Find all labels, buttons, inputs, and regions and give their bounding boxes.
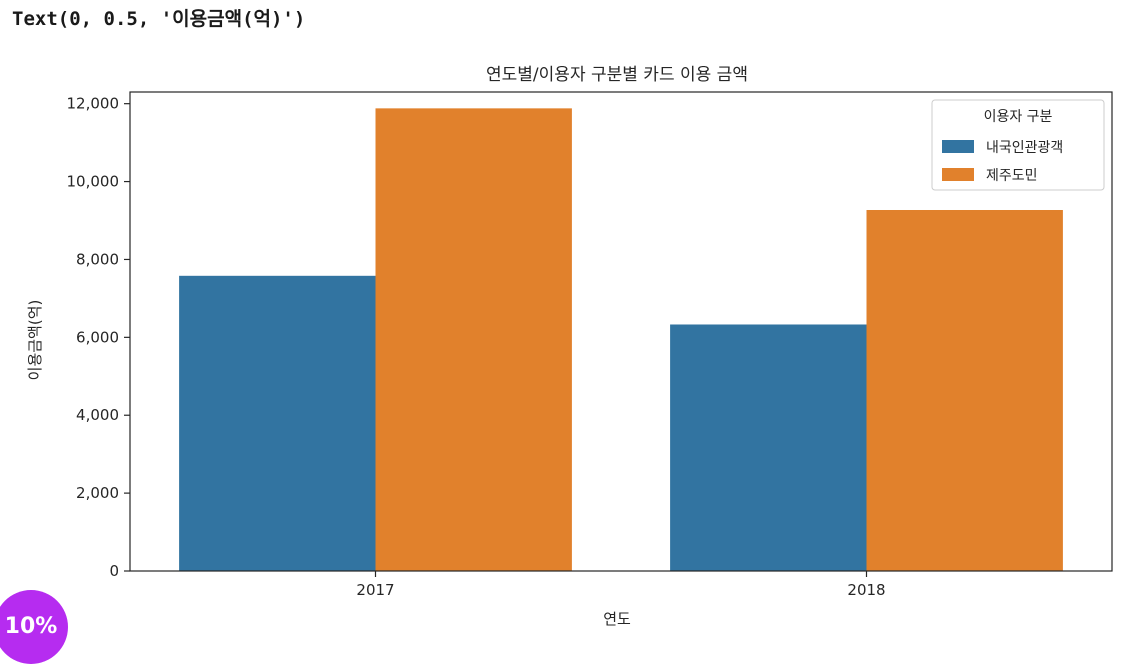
legend-title: 이용자 구분 [984, 109, 1053, 125]
axes-frame [129, 91, 1113, 572]
plot-area: 0 2,000 4,000 6,000 8,000 10,000 12,000 2017 201… [67, 91, 1113, 599]
bar-2017-series-0 [179, 275, 376, 571]
legend-entry-1: 제주도민 [986, 168, 1038, 184]
x-axis-label: 연도 [603, 610, 631, 628]
y-axis-label: 이용금액(억) [26, 300, 44, 381]
y-tick-label: 8,000 [76, 250, 119, 268]
bar-chart: 연도별/이용자 구분별 카드 이용 금액 0 2,000 4,000 6,000 8,0… [26, 65, 1113, 628]
bar-2018-series-0 [670, 324, 867, 571]
x-tick-label: 2017 [356, 581, 394, 599]
y-tick-label: 6,000 [76, 328, 119, 346]
y-tick-label: 4,000 [76, 406, 119, 424]
legend-swatch-0 [942, 140, 974, 153]
y-tick-label: 2,000 [76, 484, 119, 502]
progress-badge: 10% [0, 590, 68, 664]
legend-entry-0: 내국인관광객 [986, 140, 1063, 156]
cell-output-text: Text(0, 0.5, '이용금액(억)') [12, 8, 306, 30]
bar-2017-series-1 [375, 108, 572, 572]
chart-title: 연도별/이용자 구분별 카드 이용 금액 [486, 65, 748, 85]
y-tick-label: 12,000 [67, 95, 120, 113]
y-tick-label: 0 [109, 562, 119, 580]
legend-swatch-1 [942, 168, 974, 181]
y-tick-label: 10,000 [67, 173, 120, 191]
bar-2018-series-1 [866, 209, 1063, 571]
x-tick-label: 2018 [847, 581, 885, 599]
legend-box [931, 99, 1105, 191]
